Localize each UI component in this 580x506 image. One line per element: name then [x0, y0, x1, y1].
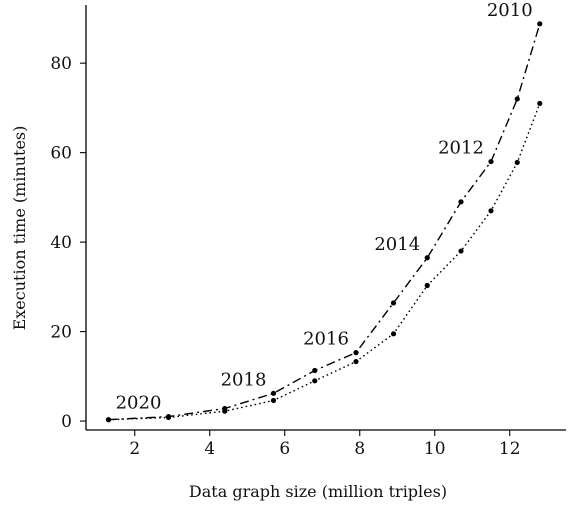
y-tick-label: 80	[50, 54, 72, 74]
year-annotation: 2020	[116, 393, 162, 414]
series-line-dashdot	[108, 23, 541, 421]
y-axis-label: Execution time (minutes)	[10, 126, 29, 331]
y-tick-label: 0	[61, 412, 72, 432]
data-point	[390, 331, 397, 337]
x-tick-label: 6	[279, 439, 290, 459]
x-tick-label: 4	[204, 439, 215, 459]
data-point	[424, 255, 430, 261]
x-tick-label: 8	[354, 439, 365, 459]
data-point	[390, 300, 397, 306]
year-annotation: 2016	[303, 329, 349, 350]
data-point	[105, 417, 112, 423]
year-annotation: 2014	[374, 234, 420, 255]
data-point	[165, 414, 172, 421]
y-tick-label: 20	[50, 323, 72, 343]
data-point	[222, 408, 228, 414]
x-tick-label: 10	[424, 439, 446, 459]
x-axis-label: Data graph size (million triples)	[189, 482, 447, 501]
data-point	[353, 350, 359, 356]
data-point	[514, 159, 520, 166]
data-point	[537, 100, 543, 107]
data-point	[353, 358, 359, 365]
data-point	[270, 390, 277, 396]
annotation-layer: 2010 2012 2014 2016 2018 2020	[116, 0, 533, 414]
data-point	[514, 96, 520, 102]
x-tick-label: 12	[499, 439, 521, 459]
x-tick-label: 2	[129, 439, 140, 459]
year-annotation: 2010	[487, 0, 533, 21]
data-point	[537, 21, 543, 27]
data-point	[488, 158, 494, 165]
data-point	[458, 199, 464, 205]
series-layer	[105, 21, 543, 423]
year-annotation: 2012	[438, 138, 484, 159]
data-point	[458, 248, 464, 254]
axis-ticks: 2 4 6 8 10 12 0 20 40 60 80	[50, 54, 520, 459]
series-line-dotted	[108, 103, 541, 421]
y-tick-label: 40	[50, 233, 72, 253]
data-point	[312, 367, 318, 374]
year-annotation: 2018	[221, 369, 267, 390]
data-point	[488, 208, 494, 214]
data-point	[424, 282, 430, 289]
y-tick-label: 60	[50, 144, 72, 164]
data-point	[270, 397, 277, 404]
data-point	[312, 378, 318, 384]
